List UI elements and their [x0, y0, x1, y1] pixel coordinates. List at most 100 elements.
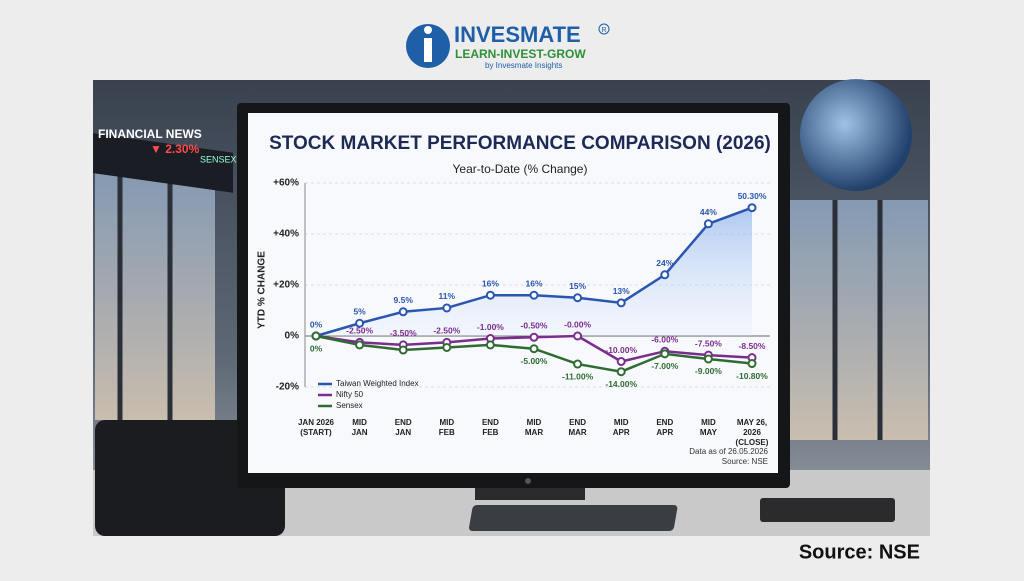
point [398, 345, 408, 355]
data-label: 11% [439, 291, 456, 301]
data-label: -2.50% [433, 326, 460, 336]
chart-title: STOCK MARKET PERFORMANCE COMPARISON (202… [269, 133, 771, 154]
x-tick-label: JAN 2026 [298, 418, 335, 427]
point [529, 344, 539, 354]
x-tick-label: MID [701, 418, 716, 427]
logo-icon-bar [424, 38, 432, 62]
data-label: 16% [482, 278, 499, 288]
point [616, 357, 626, 366]
y-tick-label: -20% [276, 382, 299, 393]
chart-subtitle: Year-to-Date (% Change) [453, 162, 588, 176]
logo-name: INVESMATE [454, 22, 581, 47]
point [485, 340, 495, 350]
x-tick-label: MID [439, 418, 454, 427]
data-label: 5% [353, 307, 366, 317]
point [398, 307, 408, 317]
data-label: -8.50% [739, 341, 766, 351]
data-label: 15% [569, 281, 586, 291]
ticker-index: SENSEX [200, 154, 237, 164]
point [311, 331, 321, 341]
point [616, 367, 626, 377]
data-label: -11.00% [562, 371, 594, 381]
y-tick-label: +60% [273, 178, 299, 189]
logo-byline: by Invesmate Insights [485, 61, 562, 70]
data-label: -5.00% [521, 356, 548, 366]
point [485, 290, 495, 300]
x-tick-label: 2026 [743, 428, 761, 437]
x-tick-label: END [482, 418, 499, 427]
y-axis-label: YTD % CHANGE [257, 251, 268, 329]
logo-mark: R [601, 27, 606, 34]
data-label: -1.00% [477, 322, 504, 332]
window-frames [117, 170, 883, 440]
y-tick-label: +40% [273, 229, 299, 240]
x-tick-label: (START) [300, 428, 332, 437]
x-tick-label: MID [527, 418, 542, 427]
point [442, 303, 452, 313]
data-label: -6.00% [651, 335, 678, 345]
monitor-stand [475, 488, 585, 500]
area [316, 207, 752, 336]
y-tick-label: 0% [285, 331, 300, 342]
window-left [95, 170, 215, 420]
point [573, 331, 583, 341]
window-right [790, 200, 928, 440]
x-tick-label: (CLOSE) [736, 438, 769, 447]
data-label: -3.50% [390, 328, 417, 338]
x-tick-label: APR [613, 428, 630, 437]
data-label: 44% [700, 207, 717, 217]
chart-source: Source: NSE [722, 457, 768, 466]
ticker-board [93, 133, 233, 193]
source: Source: NSE [799, 541, 920, 563]
point [573, 359, 583, 369]
point [703, 219, 713, 229]
x-tick-label: END [656, 418, 673, 427]
point [660, 349, 670, 359]
data-label: 13% [613, 286, 630, 296]
tablet [469, 505, 678, 531]
point [442, 342, 452, 352]
notebook [760, 498, 895, 522]
x-tick-label: APR [656, 428, 673, 437]
legend-label: Nifty 50 [336, 390, 364, 399]
x-tick-label: JAN [352, 428, 368, 437]
x-tick-label: MAR [525, 428, 543, 437]
x-tick-label: MAY [700, 428, 718, 437]
logo-icon-dot [424, 26, 432, 34]
x-tick-label: END [569, 418, 586, 427]
point [616, 298, 626, 308]
legend-label: Sensex [336, 401, 363, 410]
data-label: -7.00% [651, 361, 678, 371]
x-tick-label: FEB [439, 428, 455, 437]
point [747, 359, 757, 369]
x-tick-label: MAY 26, [737, 418, 767, 427]
data-label: -9.00% [695, 366, 722, 376]
data-label: 0% [310, 343, 323, 353]
point [573, 293, 583, 303]
ticker-label: FINANCIAL NEWS [98, 127, 202, 141]
point [355, 340, 365, 350]
data-label: -7.50% [695, 338, 722, 348]
data-label: -10.80% [736, 371, 768, 381]
x-tick-label: END [395, 418, 412, 427]
data-label: -2.50% [346, 326, 373, 336]
data-label: -0.00% [564, 319, 591, 329]
point [355, 318, 365, 328]
data-label: -10.00% [605, 345, 637, 355]
x-tick-label: MAR [568, 428, 586, 437]
data-label: 24% [656, 258, 673, 268]
logo-tagline: LEARN-INVEST-GROW [455, 47, 586, 61]
point [529, 332, 539, 342]
power-light [525, 478, 531, 484]
data-label: -14.00% [605, 379, 637, 389]
data-label: 0% [310, 319, 323, 329]
point [529, 290, 539, 300]
x-tick-label: JAN [395, 428, 411, 437]
data-label: -0.50% [521, 321, 548, 331]
point [660, 270, 670, 280]
legend-label: Taiwan Weighted Index [336, 379, 419, 388]
point [747, 203, 757, 213]
globe [800, 79, 912, 191]
x-tick-label: MID [352, 418, 367, 427]
